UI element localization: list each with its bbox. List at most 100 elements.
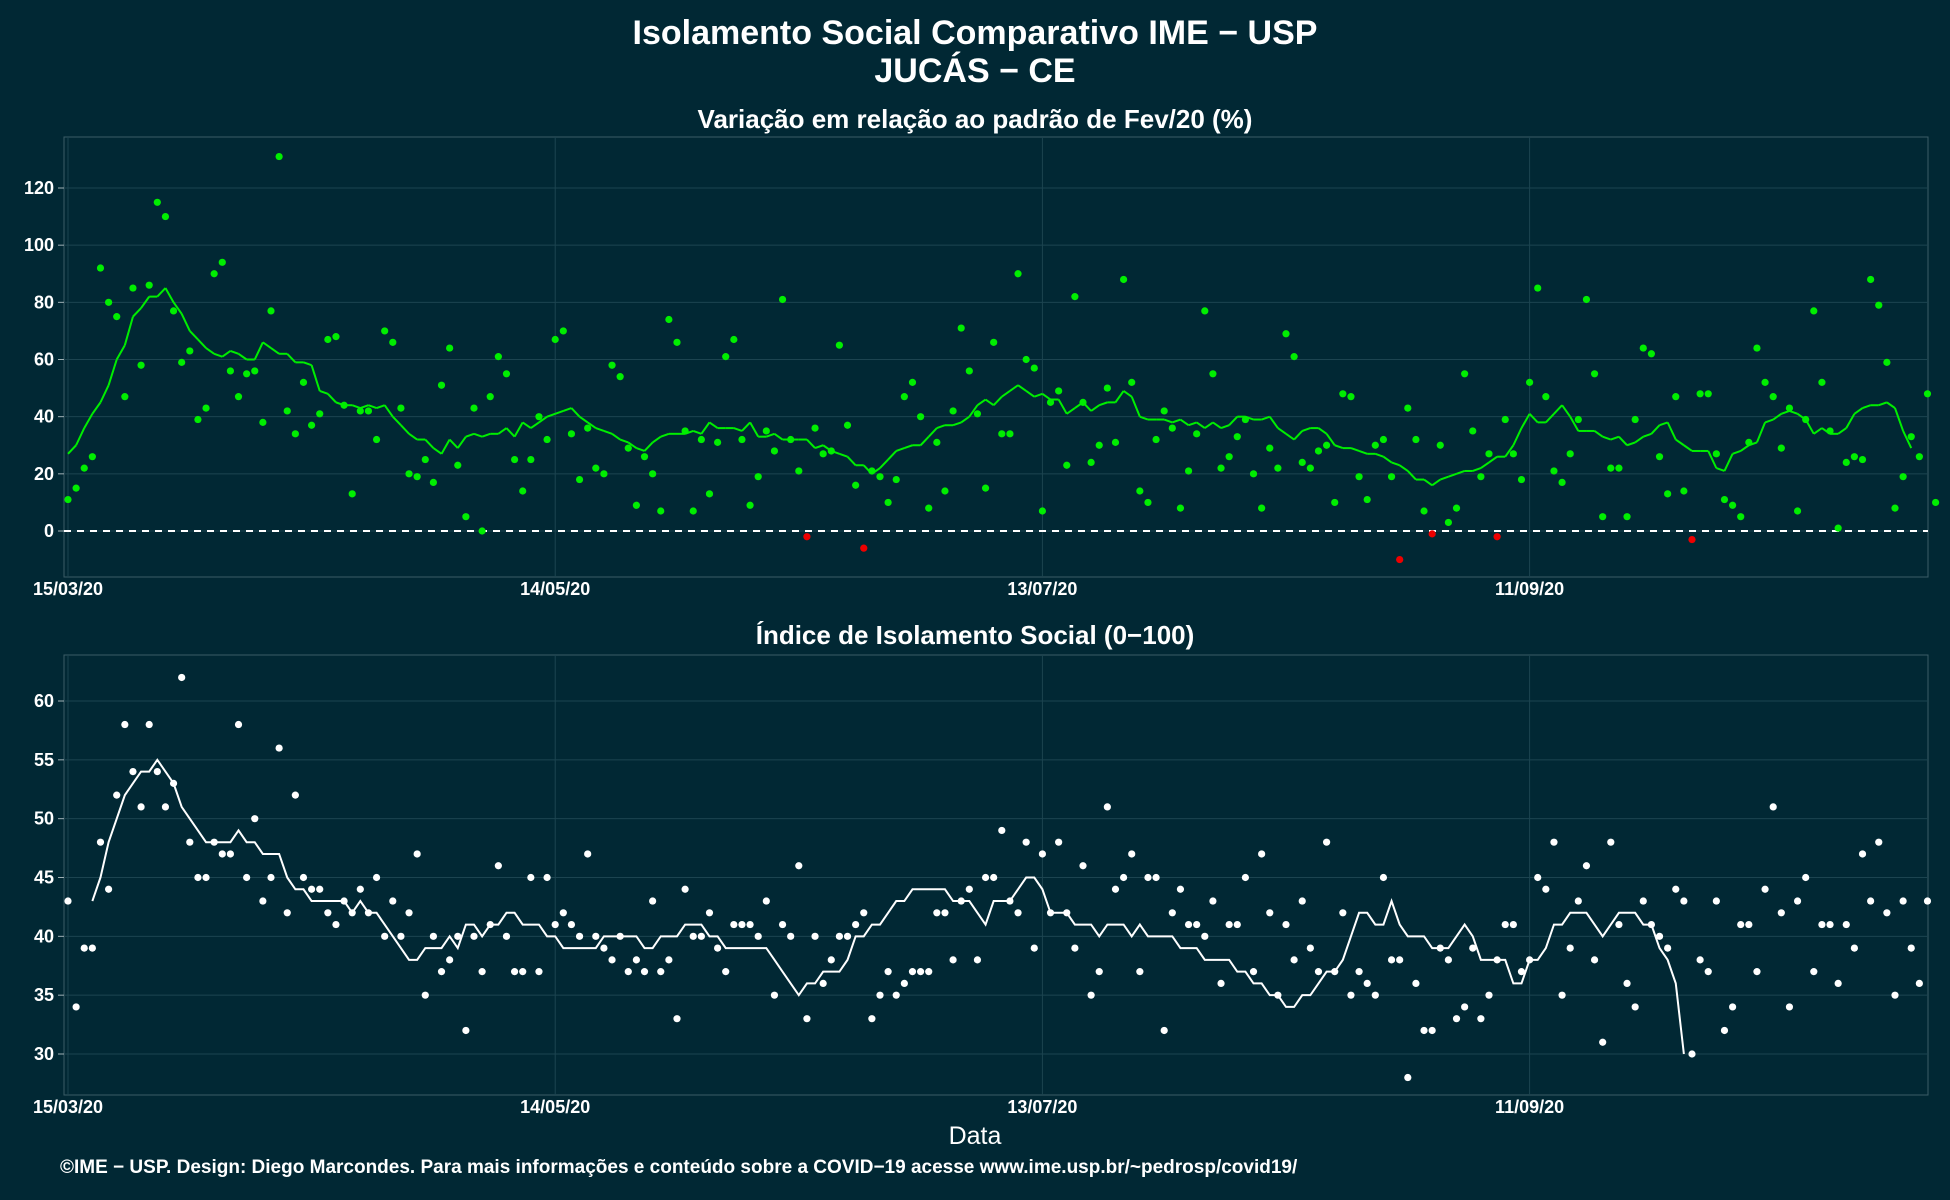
moving-average-segment [1285, 432, 1295, 441]
data-point [218, 850, 226, 858]
moving-average-segment [1528, 413, 1539, 424]
data-point [1891, 504, 1899, 512]
moving-average-segment [960, 415, 970, 424]
data-point [1184, 920, 1193, 929]
moving-average-segment [627, 441, 637, 449]
data-point [900, 393, 908, 401]
data-point [178, 673, 186, 682]
moving-average-segment [1171, 418, 1181, 424]
data-point [178, 358, 186, 366]
data-point [624, 444, 632, 452]
moving-average-segment [1448, 472, 1457, 478]
data-point [275, 152, 283, 161]
data-point [1534, 284, 1542, 292]
data-point [746, 920, 754, 929]
data-point [64, 897, 72, 905]
y-tick-label: 80 [34, 292, 54, 312]
data-point [161, 803, 170, 811]
moving-average-segment [140, 296, 151, 309]
data-point [194, 873, 202, 882]
data-point [105, 298, 113, 306]
data-point [1753, 968, 1761, 976]
data-point [1850, 453, 1858, 461]
data-point [316, 885, 324, 893]
data-point [243, 370, 251, 378]
data-point [169, 307, 178, 315]
data-point [551, 335, 559, 344]
moving-average-segment [189, 330, 199, 341]
data-point [218, 258, 226, 266]
data-point [413, 850, 421, 858]
data-point [1793, 507, 1802, 515]
data-point [80, 464, 88, 472]
data-point [1915, 453, 1923, 461]
moving-average-segment [919, 435, 930, 446]
moving-average-segment [749, 421, 760, 438]
data-point [543, 435, 551, 444]
moving-average-segment [546, 412, 556, 418]
data-point [519, 968, 527, 976]
moving-average-segment [1626, 441, 1636, 447]
data-point [1201, 932, 1209, 940]
moving-average-segment [172, 301, 183, 315]
data-point [884, 968, 892, 976]
moving-average-segment [1504, 444, 1515, 458]
moving-average-segment [1090, 404, 1100, 412]
data-point [1550, 467, 1558, 475]
data-point [640, 453, 649, 461]
data-point [137, 361, 145, 369]
data-point [470, 932, 478, 940]
data-point [1046, 909, 1055, 917]
data-point [340, 897, 348, 905]
data-point [868, 1015, 876, 1023]
data-point [1160, 1026, 1168, 1035]
data-point [324, 909, 332, 917]
data-point [494, 353, 502, 361]
data-point [1526, 956, 1534, 964]
data-point [949, 407, 957, 415]
data-point [908, 378, 917, 386]
moving-average-segment [733, 427, 743, 432]
x-tick-label: 13/07/20 [1007, 1097, 1077, 1117]
data-point [267, 307, 275, 315]
data-point [397, 404, 405, 412]
data-point [510, 968, 519, 976]
data-point [1063, 909, 1071, 917]
data-point [1314, 447, 1323, 455]
data-point [567, 430, 576, 438]
data-point [462, 513, 470, 521]
data-point [1355, 968, 1363, 976]
moving-average-segment [1350, 447, 1360, 452]
moving-average-segment [1163, 418, 1173, 424]
moving-average-segment [67, 444, 77, 455]
data-point [283, 407, 291, 415]
data-point [787, 932, 795, 940]
data-point [1258, 504, 1266, 512]
moving-average-segment [1520, 413, 1531, 429]
data-point [1566, 944, 1574, 952]
data-point [1932, 498, 1940, 507]
moving-average-segment [1618, 435, 1628, 446]
data-point [754, 473, 762, 481]
x-axis-label: Data [948, 1122, 1002, 1150]
moving-average-segment [1130, 396, 1141, 418]
moving-average-segment [1325, 433, 1336, 446]
moving-average-segment [904, 444, 913, 450]
data-point [1396, 555, 1404, 564]
data-point [1753, 344, 1761, 352]
moving-average-segment [115, 344, 126, 360]
data-point [1631, 1003, 1639, 1011]
moving-average-segment [497, 427, 508, 435]
data-point [1769, 393, 1777, 401]
data-point [1120, 873, 1128, 882]
data-point [1266, 444, 1274, 452]
moving-average-segment [465, 432, 475, 438]
data-point [1095, 441, 1103, 449]
data-point [1867, 275, 1875, 284]
moving-average-segment [1593, 430, 1604, 438]
data-point [1493, 956, 1501, 964]
data-point [1282, 330, 1290, 338]
data-point [1038, 850, 1046, 858]
data-point [1030, 364, 1038, 372]
data-point [1046, 398, 1055, 406]
